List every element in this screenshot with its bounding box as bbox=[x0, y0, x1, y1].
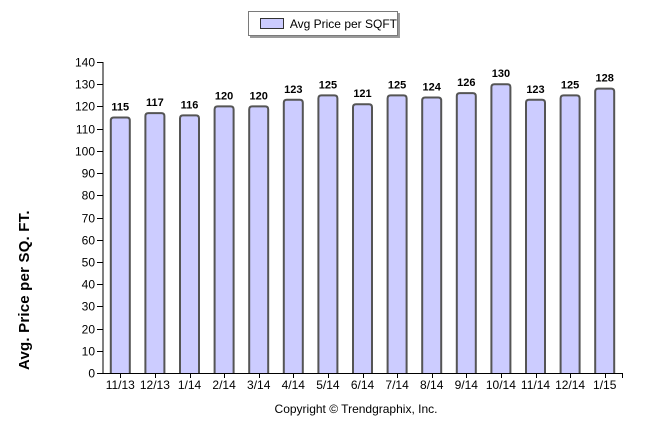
y-tick-label: 100 bbox=[75, 145, 95, 159]
x-tick-label: 12/14 bbox=[555, 378, 585, 392]
x-tick-label: 2/14 bbox=[212, 378, 236, 392]
bar-value-label: 123 bbox=[284, 84, 302, 96]
bar-value-label: 125 bbox=[319, 79, 337, 91]
bar-value-label: 125 bbox=[388, 79, 406, 91]
x-tick-label: 1/15 bbox=[593, 378, 617, 392]
bar: 116 bbox=[179, 99, 200, 374]
y-tick-label: 80 bbox=[82, 189, 96, 203]
y-tick-label: 40 bbox=[82, 278, 96, 292]
bar: 120 bbox=[213, 90, 235, 373]
x-tick-label: 7/14 bbox=[385, 378, 409, 392]
x-tick-label: 4/14 bbox=[282, 378, 306, 392]
y-tick-label: 0 bbox=[88, 367, 95, 381]
y-tick-label: 10 bbox=[82, 345, 96, 359]
bar-value-label: 117 bbox=[146, 97, 164, 109]
copyright-footer: Copyright © Trendgraphix, Inc. bbox=[274, 402, 438, 416]
x-tick-label: 12/13 bbox=[140, 378, 170, 392]
y-tick-label: 70 bbox=[82, 212, 96, 226]
y-tick-label: 20 bbox=[82, 323, 96, 337]
x-tick-label: 6/14 bbox=[351, 378, 375, 392]
bar: 125 bbox=[317, 79, 339, 374]
x-tick-label: 9/14 bbox=[455, 378, 479, 392]
y-tick-label: 60 bbox=[82, 234, 96, 248]
y-tick-label: 110 bbox=[76, 123, 95, 137]
bar: 130 bbox=[490, 68, 512, 373]
y-axis: 0 10 20 30 40 50 60 70 80 90 100 110 120 130 140 bbox=[75, 56, 104, 381]
x-tick-label: 3/14 bbox=[247, 378, 271, 392]
bar: 121 bbox=[352, 88, 373, 373]
bar-value-label: 124 bbox=[423, 82, 442, 94]
legend-swatch bbox=[260, 18, 284, 29]
bar: 117 bbox=[144, 97, 166, 373]
x-tick-label: 10/14 bbox=[486, 378, 516, 392]
bar: 115 bbox=[109, 102, 131, 374]
y-tick-label: 130 bbox=[75, 78, 95, 92]
y-tick-label: 50 bbox=[82, 256, 96, 270]
bar-value-label: 126 bbox=[457, 77, 475, 89]
bar-value-label: 130 bbox=[492, 68, 510, 80]
y-tick-label: 140 bbox=[75, 56, 95, 70]
bar: 123 bbox=[282, 84, 304, 373]
x-tick-label: 5/14 bbox=[316, 378, 340, 392]
bar: 123 bbox=[525, 84, 546, 373]
bar: 120 bbox=[248, 90, 270, 373]
x-axis: 11/13 12/13 1/14 2/14 3/14 4/14 5/14 6/14 7/14 8/… bbox=[103, 373, 623, 392]
bar: 125 bbox=[386, 79, 408, 374]
bar: 128 bbox=[594, 73, 616, 374]
bar-series: 115 117 116 120 120 123 125 121 125 124 126 130 123 1… bbox=[109, 68, 616, 374]
y-tick-label: 90 bbox=[82, 167, 96, 181]
bar-value-label: 128 bbox=[596, 73, 614, 85]
x-tick-label: 8/14 bbox=[420, 378, 444, 392]
y-axis-title: Avg. Price per SQ. FT. bbox=[16, 210, 33, 370]
legend-label: Avg Price per SQFT bbox=[289, 16, 397, 31]
bar-value-label: 120 bbox=[250, 90, 268, 102]
bar-value-label: 125 bbox=[561, 79, 579, 91]
bar-value-label: 120 bbox=[215, 90, 233, 102]
bar-value-label: 121 bbox=[353, 88, 371, 100]
y-tick-label: 120 bbox=[75, 100, 95, 114]
x-tick-label: 11/14 bbox=[521, 378, 550, 392]
bar: 126 bbox=[455, 77, 477, 373]
bar: 124 bbox=[421, 82, 443, 374]
bar-value-label: 123 bbox=[526, 84, 544, 96]
bar: 125 bbox=[559, 79, 581, 374]
bar-value-label: 116 bbox=[181, 99, 199, 111]
x-tick-label: 11/13 bbox=[106, 378, 135, 392]
bar-value-label: 115 bbox=[111, 102, 129, 114]
x-tick-label: 1/14 bbox=[178, 378, 202, 392]
y-tick-label: 30 bbox=[82, 300, 96, 314]
chart-legend: Avg Price per SQFT bbox=[248, 11, 398, 36]
